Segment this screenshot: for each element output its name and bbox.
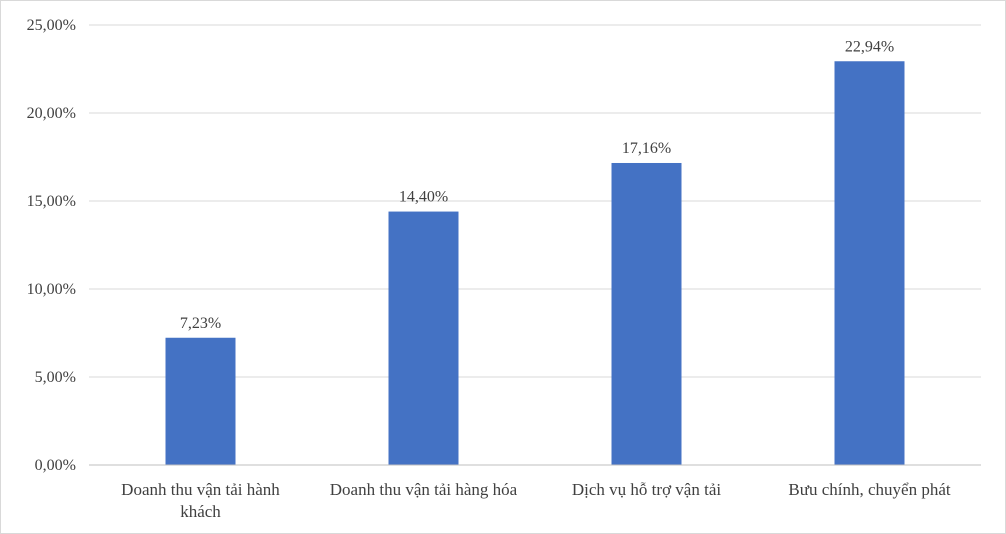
- y-tick-label: 5,00%: [35, 369, 76, 386]
- data-label: 22,94%: [845, 38, 894, 55]
- category-label: Doanh thu vận tải hàng hóa: [330, 480, 518, 499]
- y-tick-label: 15,00%: [27, 193, 76, 210]
- category-label: Doanh thu vận tải hành: [121, 480, 280, 499]
- y-axis-ticks: 0,00% 5,00% 10,00% 15,00% 20,00% 25,00%: [27, 17, 76, 474]
- bar: [388, 211, 459, 465]
- y-tick-label: 20,00%: [27, 105, 76, 122]
- data-label: 7,23%: [180, 315, 221, 332]
- bar: [165, 337, 236, 465]
- category-label: Bưu chính, chuyển phát: [788, 480, 950, 499]
- bar: [834, 61, 905, 465]
- bars: [165, 61, 905, 465]
- data-labels: 7,23% 14,40% 17,16% 22,94%: [180, 38, 894, 331]
- y-tick-label: 25,00%: [27, 17, 76, 34]
- data-label: 17,16%: [622, 140, 671, 157]
- category-label: khách: [180, 502, 221, 521]
- data-label: 14,40%: [399, 189, 448, 206]
- category-labels: Doanh thu vận tải hành khách Doanh thu vận…: [121, 480, 951, 521]
- category-label: Dịch vụ hỗ trợ vận tải: [572, 480, 721, 499]
- y-tick-label: 0,00%: [35, 457, 76, 474]
- y-tick-label: 10,00%: [27, 281, 76, 298]
- bar: [611, 162, 682, 465]
- gridlines: [89, 24, 981, 378]
